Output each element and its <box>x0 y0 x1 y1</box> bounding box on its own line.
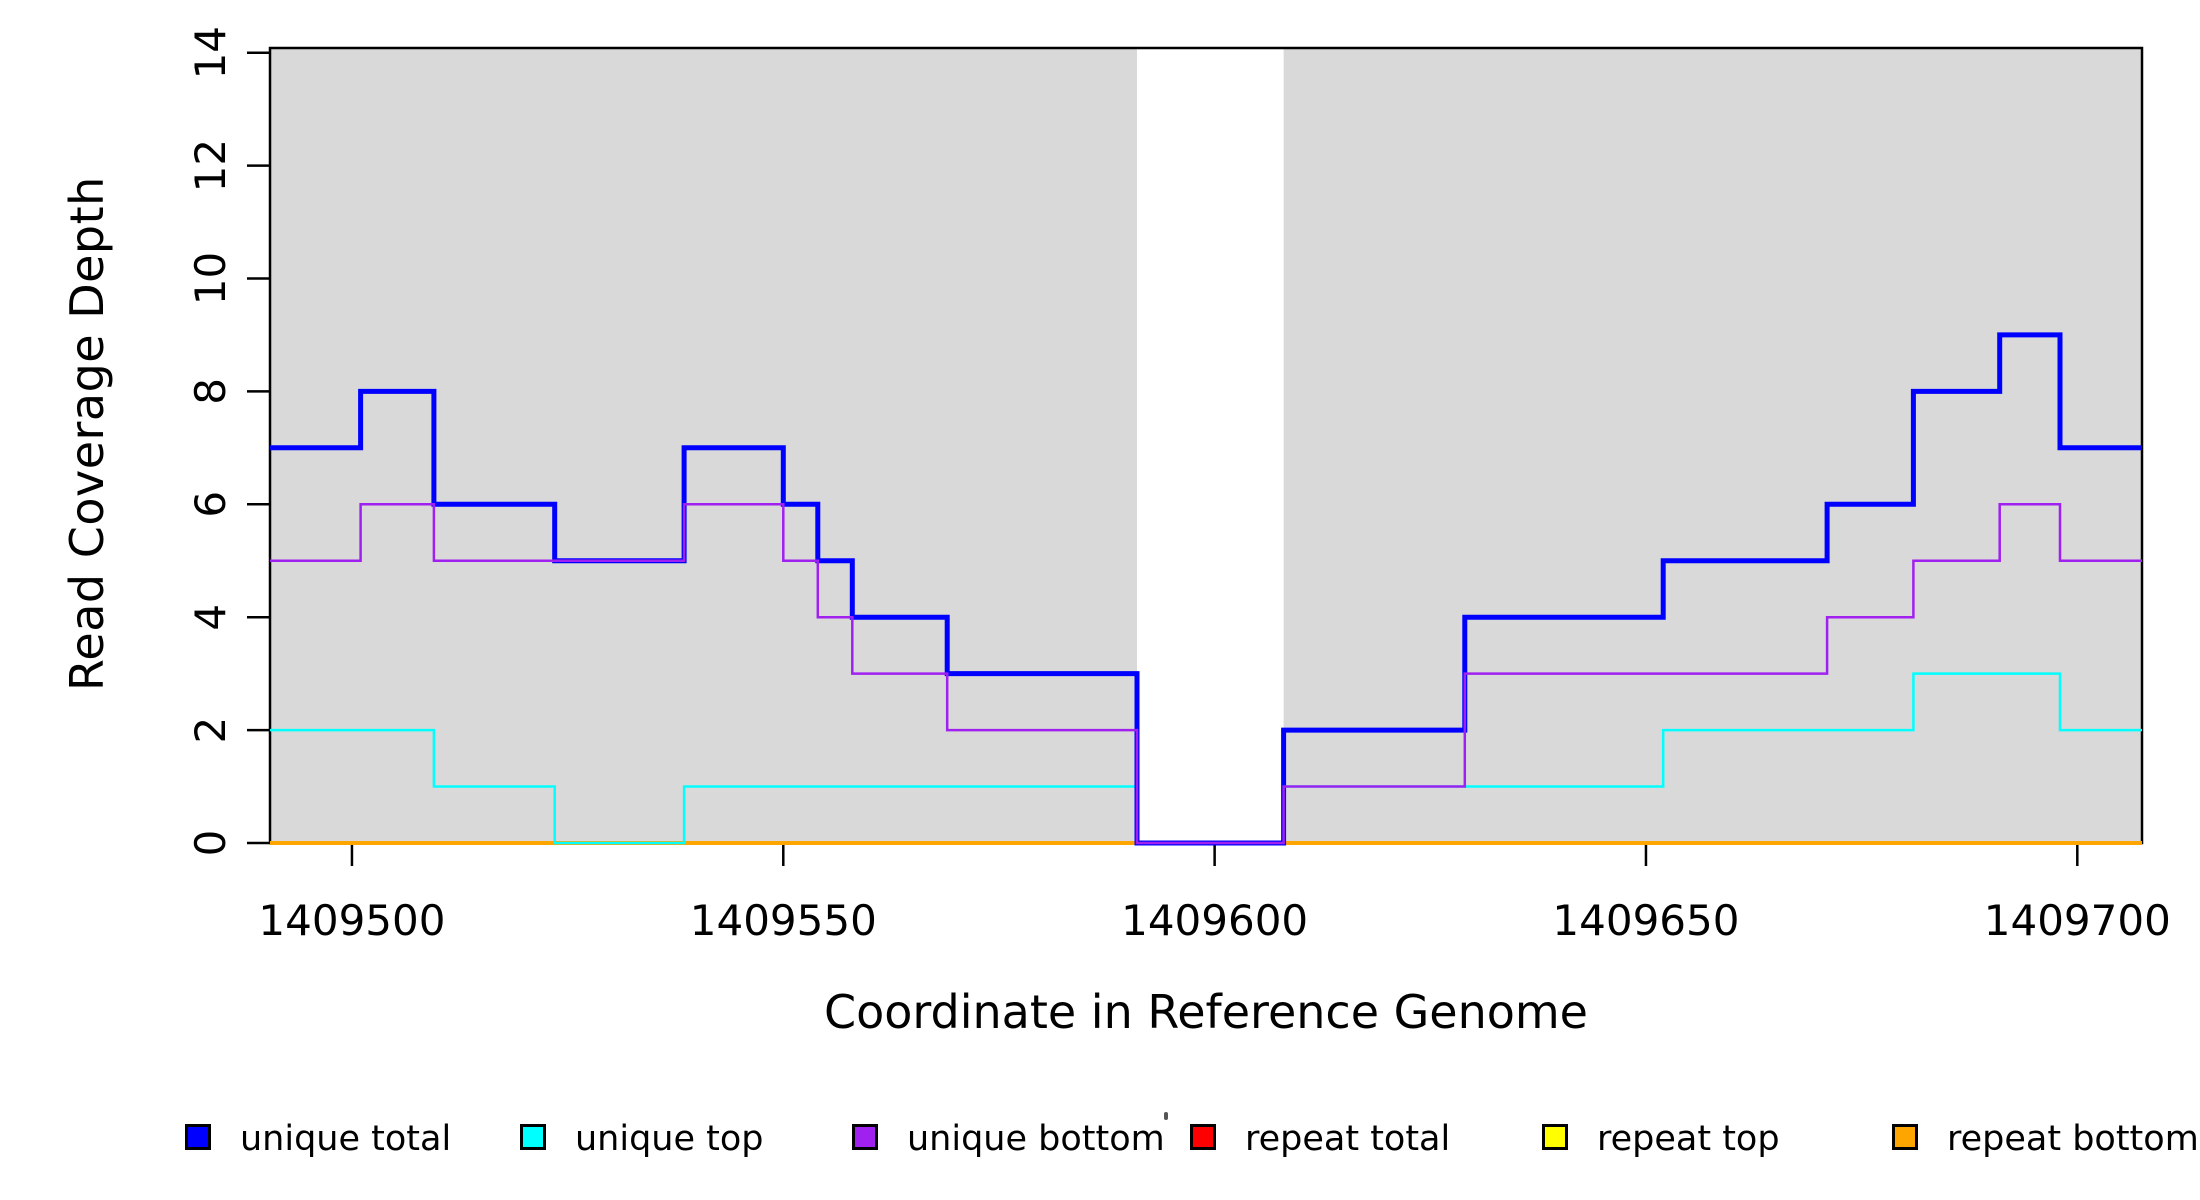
legend-swatch-repeat-top <box>1542 1124 1568 1150</box>
legend-swatch-repeat-bottom <box>1892 1124 1918 1150</box>
legend-label: unique bottom <box>907 1119 1165 1159</box>
legend-label: repeat bottom <box>1947 1119 2199 1159</box>
x-tick-label: 1409700 <box>1984 896 2171 945</box>
x-axis-title: Coordinate in Reference Genome <box>824 985 1588 1039</box>
legend-swatch-unique-top <box>520 1124 546 1150</box>
y-tick-label: 0 <box>186 830 235 857</box>
legend-label: repeat total <box>1245 1119 1451 1159</box>
y-tick-label: 14 <box>186 26 235 79</box>
series-unique-bottom <box>270 503 2142 845</box>
y-tick-label: 2 <box>186 717 235 744</box>
series-unique-total <box>270 332 2142 846</box>
x-tick-label: 1409650 <box>1552 896 1739 945</box>
y-tick-label: 12 <box>186 139 235 192</box>
legend-swatch-unique-bottom <box>852 1124 878 1150</box>
x-tick-label: 1409550 <box>690 896 877 945</box>
legend: unique total unique top unique bottom repea… <box>0 1108 2200 1178</box>
y-tick-label: 10 <box>186 252 235 305</box>
legend-label: repeat top <box>1597 1119 1780 1159</box>
legend-swatch-unique-total <box>185 1124 211 1150</box>
x-tick-label: 1409500 <box>258 896 445 945</box>
y-axis-title: Read Coverage Depth <box>60 176 114 691</box>
covered-region-band <box>1283 48 2142 843</box>
legend-swatch-repeat-total <box>1190 1124 1216 1150</box>
legend-label: unique top <box>575 1119 764 1159</box>
y-tick-label: 8 <box>186 378 235 405</box>
legend-artifact-dot <box>1164 1112 1168 1120</box>
y-tick-label: 4 <box>186 604 235 631</box>
x-tick-label: 1409600 <box>1121 896 1308 945</box>
legend-label: unique total <box>240 1119 452 1159</box>
y-tick-label: 6 <box>186 491 235 518</box>
